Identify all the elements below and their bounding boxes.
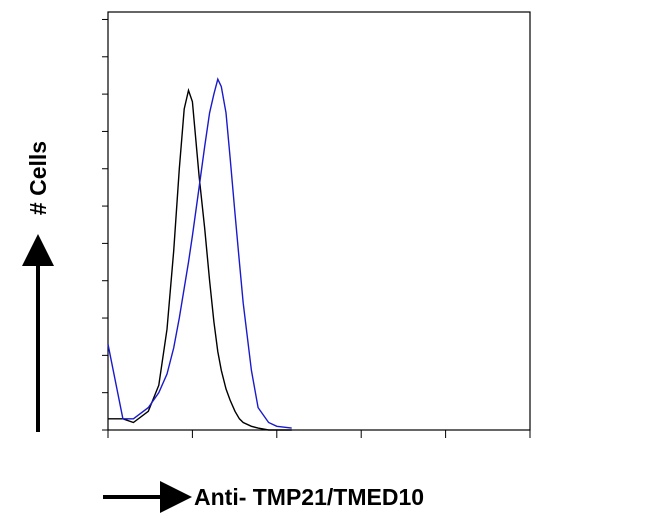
histogram-line (108, 87, 292, 431)
plot-frame (107, 11, 531, 431)
x-axis-label: Anti- TMP21/TMED10 (194, 484, 424, 510)
histogram-line (107, 77, 292, 429)
y-axis-label: # Cells (25, 141, 51, 215)
